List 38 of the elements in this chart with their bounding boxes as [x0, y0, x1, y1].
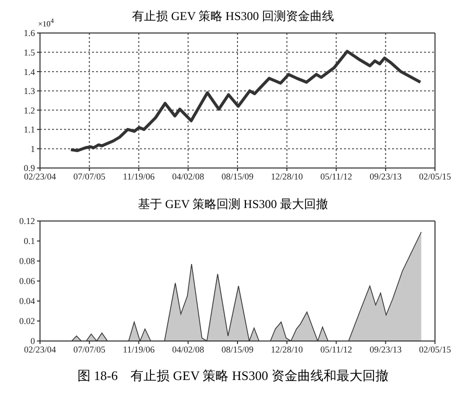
x-tick-label: 07/07/05 — [73, 344, 106, 354]
y-tick-label: 0.1 — [24, 236, 35, 246]
y-tick-label: 1.5 — [24, 47, 36, 58]
x-tick-label: 11/19/06 — [122, 171, 156, 182]
x-tick-label: 09/23/13 — [370, 171, 402, 182]
x-tick-label: 02/23/04 — [24, 344, 56, 354]
y-tick-label: 0.06 — [19, 276, 36, 286]
y-tick-label: 1.2 — [24, 105, 35, 116]
line-series — [69, 50, 422, 152]
y-tick-label: 0.04 — [19, 296, 36, 306]
x-tick-label: 12/28/10 — [270, 171, 304, 182]
y-tick-label: 1 — [30, 144, 35, 154]
y-tick-label: 0.9 — [24, 163, 36, 174]
y-tick-label: 1.4 — [24, 66, 36, 77]
x-tick-label: 04/02/08 — [172, 171, 205, 182]
y-tick-label: 0 — [30, 336, 36, 346]
chart-title: 基于 GEV 策略回测 HS300 最大回撤 — [137, 196, 329, 213]
caption: 图 18-6 有止损 GEV 策略 HS300 资金曲线和最大回撤 — [76, 367, 390, 385]
x-tick-label: 09/23/13 — [370, 344, 402, 354]
x-tick-label: 02/23/04 — [24, 171, 56, 182]
text: ×10$^{4}$ — [38, 18, 54, 29]
x-tick-label: 02/05/15 — [418, 171, 452, 182]
x-tick-label: 04/02/08 — [172, 344, 205, 354]
x-tick-label: 12/28/10 — [270, 344, 304, 354]
x-tick-label: 07/07/05 — [73, 171, 106, 182]
chart-title: 有止损 GEV 策略 HS300 回测资金曲线 — [132, 9, 334, 23]
y-tick-label: 0.08 — [19, 256, 36, 266]
x-tick-label: 05/11/12 — [320, 344, 352, 354]
x-tick-label: 02/05/15 — [418, 344, 452, 354]
x-tick-label: 08/15/09 — [221, 344, 254, 354]
y-tick-label: 0.12 — [19, 216, 35, 226]
y-tick-label: 0.02 — [19, 316, 35, 326]
y-tick-label: 1.6 — [24, 28, 36, 38]
x-tick-label: 11/19/06 — [122, 344, 156, 354]
y-tick-label: 1.3 — [24, 86, 36, 96]
y-tick-label: 1.1 — [24, 124, 35, 135]
x-tick-label: 05/11/12 — [320, 171, 352, 182]
x-tick-label: 08/15/09 — [221, 171, 254, 182]
